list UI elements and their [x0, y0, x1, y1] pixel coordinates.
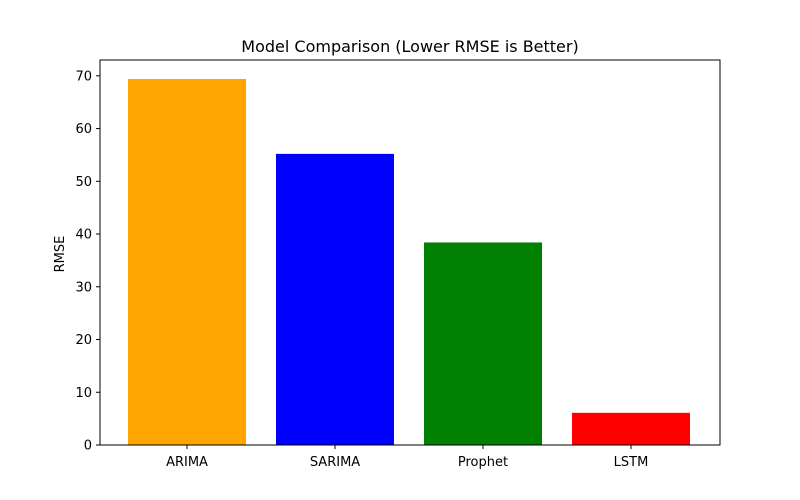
bar-sarima	[276, 153, 394, 445]
plot-frame	[99, 59, 721, 446]
x-tick-label: Prophet	[458, 455, 508, 470]
y-tick-label: 30	[75, 280, 92, 295]
y-tick-label: 70	[75, 69, 92, 84]
y-tick-label: 60	[75, 122, 92, 137]
bars-group	[128, 78, 690, 445]
bar-lstm	[572, 412, 690, 445]
bar-prophet	[424, 242, 542, 445]
x-axis-ticks: ARIMA SARIMA Prophet LSTM	[166, 445, 648, 470]
y-tick-label: 50	[75, 175, 92, 190]
bar-arima	[128, 78, 246, 445]
y-axis-ticks: 0 10 20 30 40 50 60 70	[75, 69, 100, 454]
y-tick-label: 0	[84, 439, 92, 454]
x-tick-label: LSTM	[614, 455, 649, 470]
y-axis-label: RMSE	[53, 236, 68, 273]
y-tick-label: 10	[75, 386, 92, 401]
y-tick-label: 20	[75, 333, 92, 348]
x-tick-label: SARIMA	[310, 455, 360, 470]
y-tick-label: 40	[75, 228, 92, 243]
x-tick-label: ARIMA	[166, 455, 208, 470]
chart-title: Model Comparison (Lower RMSE is Better)	[241, 37, 578, 56]
